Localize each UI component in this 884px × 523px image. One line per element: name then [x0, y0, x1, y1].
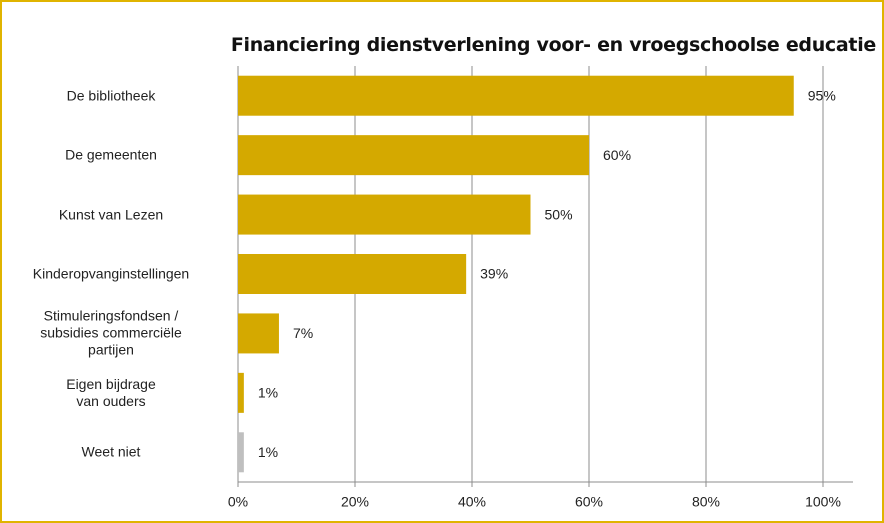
- value-label: 95%: [808, 87, 836, 103]
- category-label: De gemeenten: [65, 146, 157, 163]
- x-tick-label: 20%: [341, 494, 369, 510]
- bar: [238, 75, 794, 116]
- x-tick-label: 40%: [458, 494, 486, 510]
- bar: [238, 432, 244, 473]
- x-tick-label: 100%: [805, 494, 841, 510]
- value-label: 60%: [603, 147, 631, 163]
- bar: [238, 194, 531, 235]
- bar: [238, 372, 244, 413]
- bar: [238, 254, 467, 294]
- value-label: 39%: [480, 266, 508, 282]
- x-tick-label: 0%: [228, 494, 248, 510]
- value-label: 50%: [545, 206, 573, 222]
- value-label: 7%: [293, 325, 313, 341]
- x-tick-label: 80%: [692, 494, 720, 510]
- chart-title: Financiering dienstverlening voor- en vr…: [230, 34, 876, 56]
- bar: [238, 313, 279, 354]
- x-tick-label: 60%: [575, 494, 603, 510]
- category-label: Kinderopvanginstellingen: [32, 265, 190, 282]
- value-label: 1%: [258, 444, 278, 460]
- category-label: Stimuleringsfondsen / subsidies commerci…: [40, 307, 182, 358]
- category-label: De bibliotheek: [66, 87, 156, 104]
- category-label: Weet niet: [81, 443, 141, 460]
- bar: [238, 135, 589, 176]
- category-label: Kunst van Lezen: [58, 206, 164, 223]
- value-label: 1%: [258, 385, 278, 401]
- category-label: Eigen bijdrage van ouders: [66, 375, 156, 409]
